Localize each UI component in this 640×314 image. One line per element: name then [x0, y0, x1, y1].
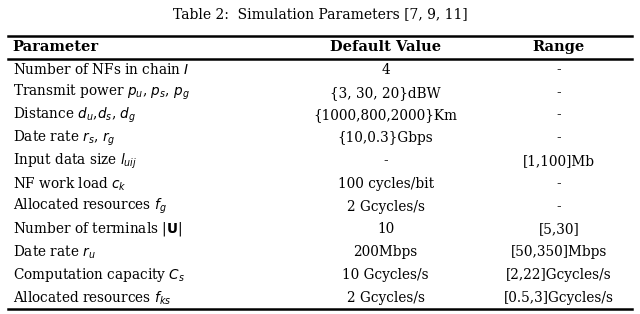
Text: Date rate $r_u$: Date rate $r_u$ — [13, 244, 95, 261]
Text: 4: 4 — [381, 63, 390, 77]
Text: {3, 30, 20}dBW: {3, 30, 20}dBW — [330, 86, 441, 100]
Text: Input data size $l_{uij}$: Input data size $l_{uij}$ — [13, 151, 137, 171]
Text: {10,0.3}Gbps: {10,0.3}Gbps — [338, 131, 433, 145]
Text: [0.5,3]Gcycles/s: [0.5,3]Gcycles/s — [504, 291, 614, 305]
Text: Parameter: Parameter — [13, 40, 99, 54]
Text: [2,22]Gcycles/s: [2,22]Gcycles/s — [506, 268, 612, 282]
Text: Date rate $r_s$, $r_g$: Date rate $r_s$, $r_g$ — [13, 129, 115, 148]
Text: 200Mbps: 200Mbps — [353, 245, 418, 259]
Text: -: - — [557, 177, 561, 191]
Text: NF work load $c_k$: NF work load $c_k$ — [13, 175, 127, 192]
Text: Allocated resources $f_g$: Allocated resources $f_g$ — [13, 197, 166, 216]
Text: Computation capacity $C_s$: Computation capacity $C_s$ — [13, 266, 185, 284]
Text: 2 Gcycles/s: 2 Gcycles/s — [347, 200, 424, 214]
Text: [5,30]: [5,30] — [538, 223, 579, 236]
Text: -: - — [557, 131, 561, 145]
Text: [50,350]Mbps: [50,350]Mbps — [511, 245, 607, 259]
Text: Allocated resources $f_{ks}$: Allocated resources $f_{ks}$ — [13, 289, 171, 306]
Text: Distance $d_u$,$d_s$, $d_g$: Distance $d_u$,$d_s$, $d_g$ — [13, 106, 136, 125]
Text: 10 Gcycles/s: 10 Gcycles/s — [342, 268, 429, 282]
Text: -: - — [557, 63, 561, 77]
Text: Table 2:  Simulation Parameters [7, 9, 11]: Table 2: Simulation Parameters [7, 9, 11… — [173, 7, 467, 21]
Text: {1000,800,2000}Km: {1000,800,2000}Km — [314, 109, 458, 122]
Text: 100 cycles/bit: 100 cycles/bit — [337, 177, 434, 191]
Text: Number of NFs in chain $I$: Number of NFs in chain $I$ — [13, 62, 189, 78]
Text: Transmit power $p_u$, $p_s$, $p_g$: Transmit power $p_u$, $p_s$, $p_g$ — [13, 83, 189, 102]
Text: [1,100]Mb: [1,100]Mb — [523, 154, 595, 168]
Text: -: - — [557, 200, 561, 214]
Text: Default Value: Default Value — [330, 40, 441, 54]
Text: -: - — [383, 154, 388, 168]
Text: -: - — [557, 109, 561, 122]
Text: Number of terminals $|\mathbf{U}|$: Number of terminals $|\mathbf{U}|$ — [13, 220, 182, 239]
Text: -: - — [557, 86, 561, 100]
Text: 2 Gcycles/s: 2 Gcycles/s — [347, 291, 424, 305]
Text: 10: 10 — [377, 223, 394, 236]
Text: Range: Range — [532, 40, 585, 54]
